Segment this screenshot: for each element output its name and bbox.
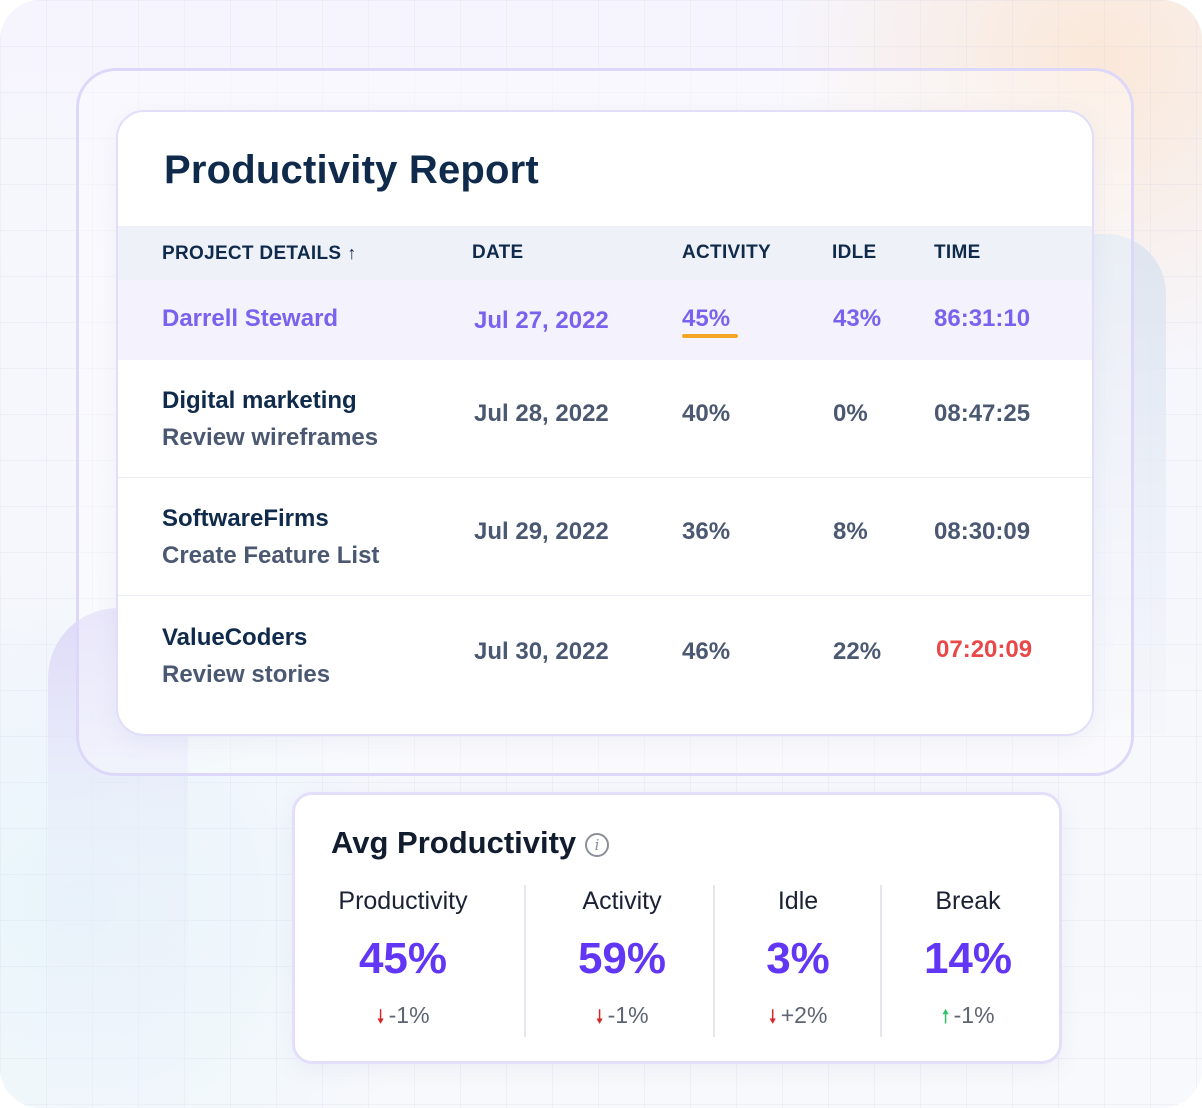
row-date: Jul 27, 2022 — [474, 307, 609, 334]
report-title: Productivity Report — [164, 148, 539, 192]
metric-label: Idle — [777, 887, 819, 915]
row-activity: 46% — [682, 638, 731, 665]
table-row[interactable]: Darrell Steward Jul 27, 2022 45% 43% 86:… — [118, 280, 1092, 360]
row-date: Jul 28, 2022 — [474, 400, 609, 427]
row-project-name[interactable]: Darrell Steward — [162, 305, 339, 332]
metric-divider — [880, 885, 882, 1037]
column-header-date[interactable]: DATE — [472, 242, 524, 263]
column-header-project[interactable]: PROJECT DETAILS ↑ — [162, 226, 357, 280]
metric-delta: 🠗 -1% — [315, 1002, 491, 1035]
metric-value: 45% — [358, 934, 448, 983]
row-project-name[interactable]: SoftwareFirms — [162, 505, 329, 532]
table-row[interactable]: SoftwareFirms Create Feature List Jul 29… — [118, 478, 1092, 596]
table-row[interactable]: Digital marketing Review wireframes Jul … — [118, 360, 1092, 478]
row-time: 86:31:10 — [934, 305, 1031, 332]
metric-activity: Activity 59% 🠗 -1% — [533, 883, 711, 1043]
avg-productivity-card: Avg Productivity i Productivity 45% 🠗 -1%… — [292, 792, 1062, 1064]
row-date: Jul 30, 2022 — [474, 638, 609, 665]
column-header-project-label: PROJECT DETAILS — [162, 243, 342, 264]
info-icon[interactable]: i — [585, 833, 609, 857]
metric-divider — [713, 885, 715, 1037]
table-header: PROJECT DETAILS ↑ DATE ACTIVITY IDLE TIME — [118, 226, 1092, 280]
column-header-idle[interactable]: IDLE — [832, 242, 877, 263]
row-project-name[interactable]: ValueCoders — [162, 624, 308, 651]
arrow-down-icon: 🠗 — [595, 1007, 604, 1028]
row-time: 08:30:09 — [934, 518, 1031, 545]
metric-value: 59% — [577, 934, 667, 983]
row-idle: 0% — [833, 400, 868, 427]
sort-ascending-icon[interactable]: ↑ — [347, 243, 357, 263]
activity-underline — [682, 334, 738, 338]
row-activity: 36% — [682, 518, 731, 545]
metric-value: 3% — [766, 934, 830, 983]
row-time: 08:47:25 — [934, 400, 1031, 427]
metric-value: 14% — [923, 934, 1013, 983]
productivity-report-card: Productivity Report PROJECT DETAILS ↑ DAT… — [116, 110, 1094, 736]
metric-delta-value: +2% — [780, 1002, 828, 1028]
row-date: Jul 29, 2022 — [474, 518, 609, 545]
row-idle: 22% — [833, 638, 882, 665]
metric-delta-value: -1% — [388, 1002, 430, 1028]
row-time-alert: 07:20:09 — [936, 636, 1033, 663]
table-row[interactable]: ValueCoders Review stories Jul 30, 2022 … — [118, 596, 1092, 714]
avg-productivity-title: Avg Productivity — [331, 825, 577, 860]
arrow-up-icon: 🠕 — [941, 1007, 950, 1028]
row-activity: 40% — [682, 400, 731, 427]
metric-break: Break 14% 🠕 -1% — [885, 883, 1051, 1043]
arrow-down-icon: 🠗 — [768, 1007, 777, 1028]
row-idle: 8% — [833, 518, 868, 545]
metric-delta: 🠗 +2% — [715, 1002, 881, 1035]
column-header-activity[interactable]: ACTIVITY — [682, 242, 771, 263]
metric-delta: 🠕 -1% — [885, 1002, 1051, 1035]
decorative-panel-right — [1080, 234, 1166, 734]
metric-delta: 🠗 -1% — [533, 1002, 711, 1035]
metric-label: Productivity — [338, 887, 468, 915]
row-idle: 43% — [833, 305, 882, 332]
row-task-name: Review stories — [162, 661, 331, 688]
metric-idle: Idle 3% 🠗 +2% — [715, 883, 881, 1043]
column-header-time[interactable]: TIME — [934, 242, 981, 263]
metric-divider — [524, 885, 526, 1037]
metric-label: Break — [935, 887, 1001, 915]
metric-productivity: Productivity 45% 🠗 -1% — [315, 883, 491, 1043]
row-project-name[interactable]: Digital marketing — [162, 387, 357, 414]
metric-delta-value: -1% — [953, 1002, 995, 1028]
metric-delta-value: -1% — [607, 1002, 649, 1028]
row-task-name: Review wireframes — [162, 424, 379, 451]
row-task-name: Create Feature List — [162, 542, 380, 569]
arrow-down-icon: 🠗 — [376, 1007, 385, 1028]
row-activity: 45% — [682, 305, 731, 332]
metric-label: Activity — [582, 887, 662, 915]
